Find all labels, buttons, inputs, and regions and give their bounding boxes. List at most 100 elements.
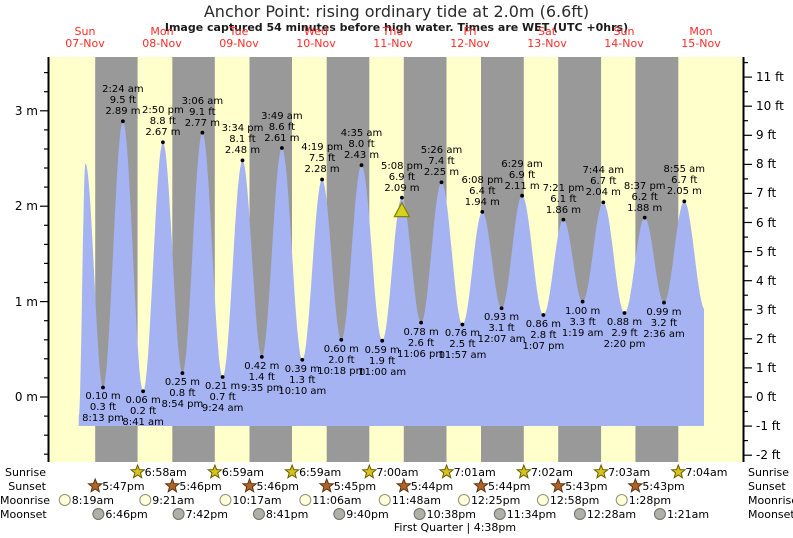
tide-extreme-dot <box>141 389 146 394</box>
low-tide-annotation: 0.42 m 1.4 ft 9:35 pm <box>220 361 304 394</box>
moonset-icon <box>333 508 346 520</box>
weekday-label: Wed <box>304 25 328 38</box>
annotation-line: 0.76 m <box>444 328 481 340</box>
annotation-line: 0.21 m <box>205 380 241 392</box>
annotation-line: 6:08 pm <box>461 174 504 186</box>
annotation-line: 2:36 am <box>643 328 685 340</box>
low-tide-annotation: 0.60 m 2.0 ft 10:18 pm <box>299 344 383 377</box>
tide-extreme-dot <box>280 146 284 150</box>
annotation-line: 10:18 pm <box>317 365 366 377</box>
annotation-line: 8.1 ft <box>229 134 256 146</box>
tide-extreme-dot <box>180 371 185 375</box>
date-label: Mon 08-Nov <box>125 26 199 50</box>
high-tide-annotation: 3:49 am 8.6 ft 2.61 m <box>240 111 324 144</box>
annotation-line: 2.28 m <box>304 164 340 176</box>
tide-extreme-dot <box>601 200 606 205</box>
annotation-line: 3.2 ft <box>650 317 678 329</box>
moonrise-time: 10:17am <box>232 494 282 507</box>
annotation-line: 1.4 ft <box>248 371 275 383</box>
sunrise-time: 7:03am <box>608 466 651 479</box>
annotation-line: 6:29 am <box>501 158 543 170</box>
tide-extreme-dot <box>240 158 245 163</box>
annotation-line: 0.39 m <box>284 363 320 375</box>
sunrise-icon <box>206 463 223 479</box>
right-axis-label: 6 ft <box>756 215 777 230</box>
sunrise-icon <box>670 463 687 479</box>
annotation-line: 4:19 pm <box>301 142 343 154</box>
current-time-marker-icon <box>393 201 411 218</box>
low-tide-annotation: 0.93 m 3.1 ft 12:07 am <box>460 312 544 345</box>
sunset-time: 5:45pm <box>333 480 377 493</box>
sunrise-time: 7:04am <box>685 466 728 479</box>
annotation-line: 1:19 am <box>561 327 604 339</box>
sunrise-icon <box>438 463 455 479</box>
moonrise-icon <box>299 494 312 506</box>
moonrise-row-label: Moonrise <box>0 494 50 507</box>
tide-extreme-dot <box>300 357 305 362</box>
moonset-time: 6:46pm <box>105 508 148 521</box>
right-axis-label: -1 ft <box>756 419 781 434</box>
tide-extreme-dot <box>320 177 324 182</box>
weekday-label: Mon <box>150 25 174 38</box>
sunrise-time: 7:00am <box>376 466 419 479</box>
sunset-row-label: Sunset <box>8 480 46 493</box>
annotation-line: 0.3 ft <box>89 402 117 414</box>
date-text: 10-Nov <box>296 37 336 50</box>
annotation-line: 0.8 ft <box>169 388 196 400</box>
annotation-line: 2.25 m <box>423 167 460 179</box>
sunrise-icon <box>593 463 610 479</box>
annotation-line: 2.6 ft <box>407 337 435 349</box>
moonset-time: 7:42pm <box>185 508 228 521</box>
tide-extreme-dot <box>419 320 423 325</box>
low-tide-annotation: 0.86 m 2.8 ft 1:07 pm <box>501 319 585 352</box>
date-text: 15-Nov <box>681 37 721 50</box>
moonrise-time: 8:19am <box>71 494 114 507</box>
tide-extreme-dot <box>499 306 504 311</box>
sunset-icon <box>395 477 412 493</box>
date-text: 07-Nov <box>65 37 105 50</box>
moonset-icon <box>172 508 185 520</box>
sunset-time: 5:47pm <box>102 480 145 493</box>
sunset-icon <box>241 477 258 493</box>
moonrise-row-label-right: Moonrise <box>748 494 793 507</box>
right-axis-label: 0 ft <box>756 390 777 404</box>
annotation-line: 2.8 ft <box>530 329 557 341</box>
high-tide-annotation: 6:08 pm 6.4 ft 1.94 m <box>440 175 524 208</box>
date-label: Thu 11-Nov <box>356 26 430 50</box>
annotation-line: 9.1 ft <box>189 106 216 118</box>
left-axis-label: 3 m <box>14 103 38 118</box>
low-tide-annotation: 0.59 m 1.9 ft 11:00 am <box>340 345 424 378</box>
sunset-time: 5:43pm <box>642 480 685 493</box>
sunset-time: 5:46pm <box>179 480 222 493</box>
sunrise-time: 6:59am <box>299 466 342 479</box>
right-axis-label: 3 ft <box>756 302 777 317</box>
moonset-icon <box>92 508 105 520</box>
sunset-time: 5:44pm <box>488 480 531 493</box>
date-label: Tue 09-Nov <box>202 26 276 50</box>
annotation-line: 6.2 ft <box>631 191 658 203</box>
sunrise-time: 6:59am <box>221 466 265 479</box>
high-tide-annotation: 8:37 pm 6.2 ft 1.88 m <box>603 181 687 214</box>
low-tide-annotation: 0.21 m 0.7 ft 9:24 am <box>181 381 265 414</box>
date-text: 11-Nov <box>373 37 413 50</box>
tide-extreme-dot <box>161 140 165 145</box>
annotation-line: 0.60 m <box>323 343 359 355</box>
sunset-time: 5:46pm <box>256 480 299 493</box>
right-axis-label: 5 ft <box>756 244 777 259</box>
high-tide-annotation: 3:34 pm 8.1 ft 2.48 m <box>200 123 284 156</box>
low-tide-annotation: 1.00 m 3.3 ft 1:19 am <box>541 306 625 339</box>
annotation-line: 3.1 ft <box>488 323 515 335</box>
low-tide-annotation: 0.25 m 0.8 ft 8:54 pm <box>140 377 224 410</box>
page-title: Anchor Point: rising ordinary tide at 2.… <box>203 2 590 21</box>
annotation-line: 0.06 m <box>125 395 161 407</box>
annotation-line: 2.05 m <box>666 186 702 198</box>
sunset-time: 5:43pm <box>565 480 608 493</box>
moonrise-time: 11:48am <box>391 494 441 507</box>
annotation-line: 2.67 m <box>145 127 181 139</box>
right-axis-label: 10 ft <box>756 99 784 114</box>
sunrise-row-label: Sunrise <box>4 466 46 479</box>
low-tide-annotation: 0.76 m 2.5 ft 11:57 am <box>420 328 504 361</box>
high-tide-annotation: 4:19 pm 7.5 ft 2.28 m <box>280 142 364 175</box>
annotation-line: 2.48 m <box>224 145 261 157</box>
weekday-label: Thu <box>382 25 404 38</box>
